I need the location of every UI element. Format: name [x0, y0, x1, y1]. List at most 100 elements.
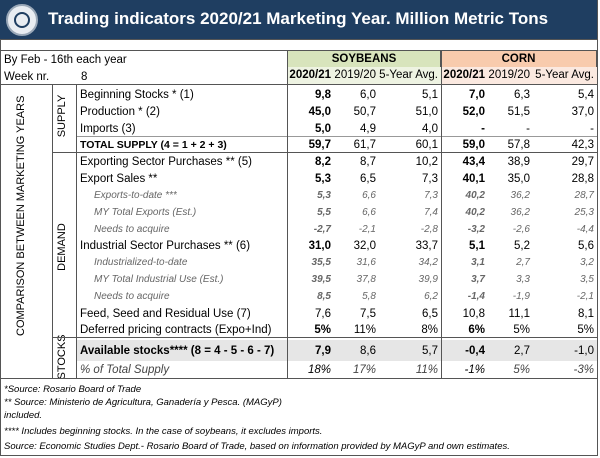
col-soy-2019-20: 2019/20: [334, 67, 379, 84]
value-cell-corn-2020-21: 40,2: [465, 207, 485, 218]
value-cell-corn-5yr: 37,0: [571, 106, 594, 118]
value-cell-corn-2019-20: 57,8: [507, 139, 530, 151]
row-beginning-stocks: Beginning Stocks * (1): [80, 89, 194, 101]
page-title: Trading indicators 2020/21 Marketing Yea…: [48, 9, 549, 28]
footnote-4: **** Includes beginning stocks. In the c…: [4, 426, 323, 437]
value-cell-soy-2020-21: 9,8: [315, 89, 331, 101]
value-cell-soy-2019-20: 8,7: [360, 156, 376, 168]
value-cell-corn-2019-20: 36,2: [510, 190, 530, 201]
week-label: Week nr.: [4, 71, 50, 83]
value-cell-corn-2020-21: -0,4: [465, 345, 485, 357]
value-cell-corn-2020-21: 5,1: [469, 240, 485, 252]
value-cell-soy-2020-21: 35,5: [311, 257, 331, 268]
value-cell-corn-5yr: 8,1: [578, 308, 594, 320]
value-cell-corn-2019-20: 38,9: [507, 156, 530, 168]
value-cell-corn-5yr: 29,7: [571, 156, 594, 168]
value-cell-corn-2020-21: 6%: [468, 324, 485, 336]
value-cell-soy-2020-21: 5,3: [317, 190, 331, 201]
value-cell-corn-2020-21: 43,4: [462, 156, 485, 168]
value-cell-corn-5yr: 42,3: [571, 139, 594, 151]
value-cell-corn-5yr: 28,7: [574, 190, 594, 201]
value-cell-soy-2020-21: 7,6: [315, 308, 331, 320]
value-cell-soy-5yr: 7,4: [424, 207, 438, 218]
value-cell-soy-2019-20: -2,1: [358, 224, 376, 235]
corn-header: CORN: [441, 50, 597, 67]
row-my-total-exports: MY Total Exports (Est.): [94, 207, 197, 218]
value-cell-corn-2020-21: -: [481, 123, 485, 135]
value-cell-corn-5yr: -3%: [573, 364, 594, 376]
value-cell-corn-2020-21: -1%: [464, 364, 485, 376]
value-cell-corn-2019-20: 35,0: [507, 173, 530, 185]
row-total-supply: TOTAL SUPPLY (4 = 1 + 2 + 3): [80, 139, 227, 151]
week-value: 8: [81, 71, 88, 83]
value-cell-soy-2019-20: 50,7: [353, 106, 376, 118]
row-feed-seed: Feed, Seed and Residual Use (7): [80, 308, 251, 320]
value-cell-soy-2020-21: 5,3: [315, 173, 331, 185]
value-cell-corn-2019-20: -2,6: [512, 224, 530, 235]
value-cell-soy-5yr: -2,8: [420, 224, 438, 235]
row-exporting-purchases: Exporting Sector Purchases ** (5): [80, 156, 252, 168]
value-cell-soy-2020-21: 5%: [314, 324, 331, 336]
col-corn-5yr: 5-Year Avg.: [533, 67, 597, 84]
value-cell-corn-2019-20: 5%: [513, 324, 530, 336]
value-cell-soy-2019-20: 32,0: [353, 240, 376, 252]
value-cell-corn-2019-20: 5,2: [514, 240, 530, 252]
footnote-5: Source: Economic Studies Dept.- Rosario …: [4, 441, 510, 452]
value-cell-corn-5yr: 28,8: [571, 173, 594, 185]
value-cell-soy-2020-21: -2,7: [313, 224, 331, 235]
value-cell-soy-5yr: 5,1: [422, 89, 438, 101]
value-cell-soy-2019-20: 8,6: [360, 345, 376, 357]
value-cell-corn-5yr: 5,6: [578, 240, 594, 252]
value-cell-corn-2020-21: 40,2: [465, 190, 485, 201]
value-cell-corn-2019-20: 51,5: [507, 106, 530, 118]
row-industrial-needs: Needs to acquire: [94, 291, 170, 302]
value-cell-soy-5yr: 11%: [415, 364, 438, 376]
row-imports: Imports (3): [80, 123, 136, 135]
value-cell-corn-2020-21: 3,1: [471, 257, 485, 268]
value-cell-soy-5yr: 6,2: [424, 291, 438, 302]
footnote-3: included.: [4, 410, 43, 421]
row-industrial-purchases: Industrial Sector Purchases ** (6): [80, 240, 251, 252]
value-cell-soy-5yr: 60,1: [415, 139, 438, 151]
comparison-label: COMPARISON BETWEEN MARKETING YEARS: [15, 95, 27, 336]
value-cell-corn-5yr: 3,5: [580, 274, 594, 285]
value-cell-soy-5yr: 4,0: [422, 123, 438, 135]
value-cell-soy-5yr: 51,0: [415, 106, 438, 118]
row-export-needs: Needs to acquire: [94, 224, 170, 235]
row-exports-to-date: Exports-to-date ***: [94, 190, 177, 201]
col-soy-5yr: 5-Year Avg.: [379, 67, 441, 84]
col-soy-2020-21: 2020/21: [287, 67, 334, 84]
value-cell-corn-5yr: 5,4: [578, 89, 594, 101]
value-cell-soy-5yr: 10,2: [415, 156, 438, 168]
row-export-sales: Export Sales **: [80, 173, 158, 185]
value-cell-soy-2019-20: 6,5: [360, 173, 376, 185]
value-cell-soy-2019-20: 11%: [353, 324, 376, 336]
by-date-label: By Feb - 16th each year: [4, 54, 127, 66]
footnote-2: ** Source: Ministerio de Agricultura, Ga…: [4, 397, 282, 408]
value-cell-soy-2020-21: 7,9: [315, 345, 331, 357]
row-pct-total-supply: % of Total Supply: [80, 364, 170, 376]
available-stocks-band: [76, 340, 597, 361]
row-industrialized-to-date: Industrialized-to-date: [94, 257, 188, 268]
col-corn-2019-20: 2019/20: [488, 67, 533, 84]
value-cell-corn-2019-20: 36,2: [510, 207, 530, 218]
value-cell-corn-2019-20: 2,7: [516, 257, 530, 268]
value-cell-soy-2020-21: 5,5: [317, 207, 331, 218]
value-cell-soy-2020-21: 39,5: [311, 274, 331, 285]
value-cell-soy-2020-21: 18%: [307, 364, 331, 376]
value-cell-corn-2020-21: 52,0: [462, 106, 485, 118]
value-cell-soy-2019-20: 17%: [352, 364, 376, 376]
value-cell-corn-2020-21: 59,0: [462, 139, 485, 151]
row-deferred-pricing: Deferred pricing contracts (Expo+Ind): [80, 324, 272, 336]
value-cell-corn-2019-20: 11,1: [508, 308, 530, 320]
value-cell-corn-2019-20: 6,3: [514, 89, 530, 101]
soybeans-header: SOYBEANS: [287, 50, 441, 67]
value-cell-soy-2019-20: 5,8: [362, 291, 376, 302]
value-cell-corn-5yr: -1,0: [574, 345, 594, 357]
value-cell-soy-5yr: 39,9: [418, 274, 438, 285]
value-cell-soy-2019-20: 6,6: [362, 190, 376, 201]
value-cell-soy-5yr: 7,3: [422, 173, 438, 185]
row-production: Production * (2): [80, 106, 160, 118]
value-cell-soy-2020-21: 45,0: [308, 106, 331, 118]
value-cell-corn-2020-21: -3,2: [467, 224, 485, 235]
